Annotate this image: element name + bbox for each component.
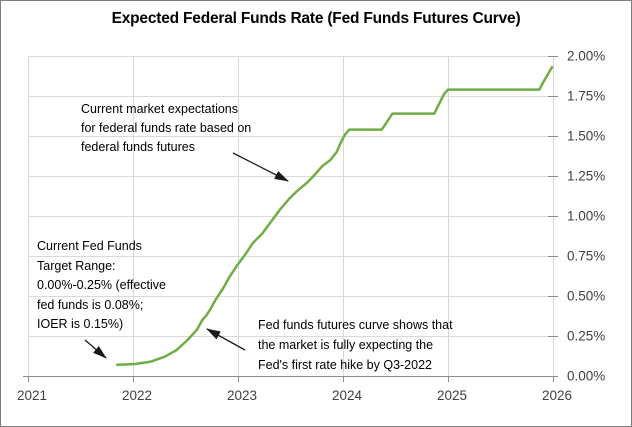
y-tick-label: 0.75%	[567, 249, 605, 264]
y-tick-label: 0.00%	[567, 369, 605, 384]
annotation-arrow-current-target-range	[84, 339, 107, 359]
x-tick-label: 2026	[542, 388, 572, 403]
x-tick-label: 2023	[227, 388, 257, 403]
chart-title: Expected Federal Funds Rate (Fed Funds F…	[111, 10, 521, 27]
y-tick-label: 1.25%	[567, 169, 605, 184]
x-tick-label: 2025	[437, 388, 467, 403]
y-tick-label: 1.75%	[567, 89, 605, 104]
y-tick-label: 0.25%	[567, 329, 605, 344]
y-tick-label: 2.00%	[567, 49, 605, 64]
y-tick-label: 1.00%	[567, 209, 605, 224]
x-tick-label: 2021	[17, 388, 47, 403]
y-tick-label: 1.50%	[567, 129, 605, 144]
annotation-arrow-first-rate-hike	[206, 328, 246, 351]
x-tick-label: 2022	[122, 388, 152, 403]
y-tick-label: 0.50%	[567, 289, 605, 304]
futures-curve-line	[115, 65, 554, 367]
annotation-arrow-market-expectations	[232, 152, 289, 182]
x-tick-label: 2024	[332, 388, 363, 403]
